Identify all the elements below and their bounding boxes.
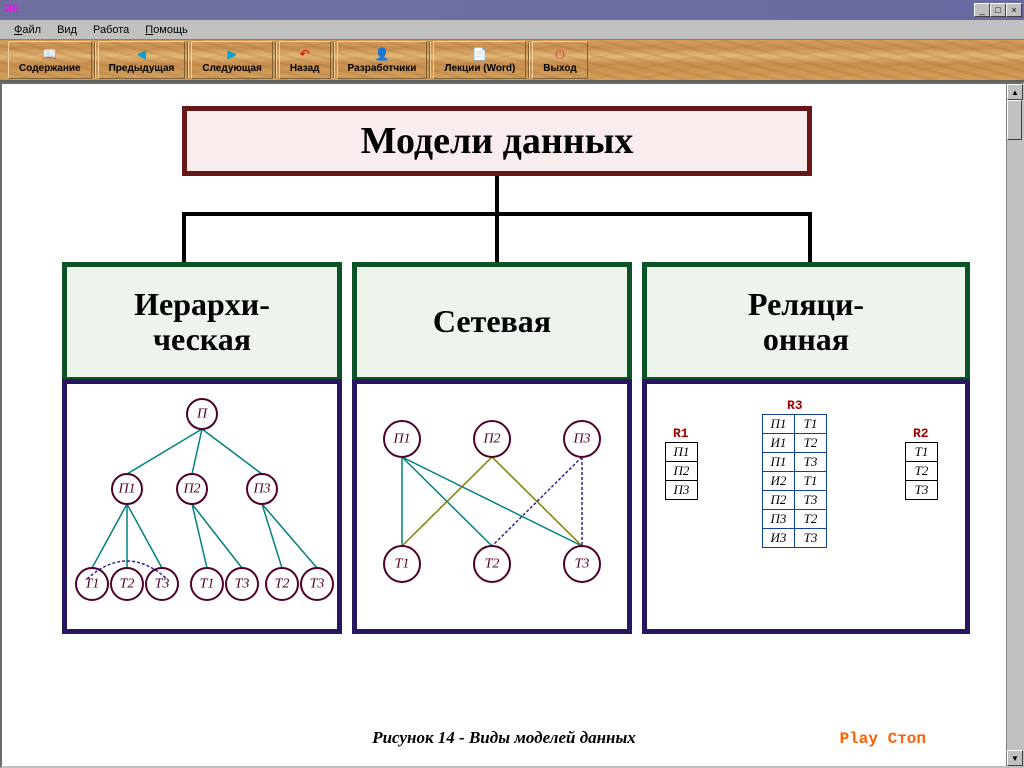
tb-separator: [528, 42, 530, 78]
relation-table: T1T2T3: [905, 442, 938, 500]
svg-text:T1: T1: [200, 577, 215, 592]
svg-text:T3: T3: [155, 577, 170, 592]
connector: [495, 176, 499, 216]
tb-back[interactable]: ↶Назад: [279, 41, 331, 79]
column-hierarchical: Иерархи-ческая П П1 П2 П3 T1 T2 T3 T1 T3 T2 T3: [62, 262, 342, 634]
tb-prev[interactable]: ◀Предыдущая: [98, 41, 186, 79]
vertical-scrollbar[interactable]: ▲ ▼: [1006, 84, 1022, 766]
connector: [182, 212, 186, 262]
column-header: Сетевая: [352, 262, 632, 382]
book-icon: 📖: [42, 46, 58, 62]
tb-separator: [94, 42, 96, 78]
tb-separator: [275, 42, 277, 78]
svg-text:П: П: [196, 407, 208, 422]
tb-contents[interactable]: 📖Содержание: [8, 41, 92, 79]
person-icon: 👤: [374, 46, 390, 62]
connector: [495, 212, 499, 262]
svg-text:T1: T1: [85, 577, 100, 592]
diagram-title: Модели данных: [182, 106, 812, 176]
table-label: R2: [913, 426, 929, 441]
scroll-down-button[interactable]: ▼: [1007, 750, 1023, 766]
window-controls: _ □ ×: [974, 3, 1022, 17]
toolbar: 📖Содержание ◀Предыдущая ▶Следующая ↶Наза…: [0, 40, 1024, 82]
network-diagram: П1 П2 П3 T1 T2 T3: [352, 379, 632, 634]
relation-table: П1T1И1T2П1T3И2T1П2T3П3T2И3T3: [762, 414, 827, 548]
doc-icon: 📄: [472, 46, 488, 62]
svg-text:T3: T3: [310, 577, 325, 592]
next-icon: ▶: [224, 46, 240, 62]
hierarchical-diagram: П П1 П2 П3 T1 T2 T3 T1 T3 T2 T3: [62, 379, 342, 634]
svg-text:П3: П3: [252, 482, 270, 497]
tb-separator: [429, 42, 431, 78]
stop-button[interactable]: Стоп: [888, 730, 926, 748]
scroll-up-button[interactable]: ▲: [1007, 84, 1023, 100]
relation-table: П1П2П3: [665, 442, 698, 500]
prev-icon: ◀: [133, 46, 149, 62]
svg-text:П2: П2: [182, 482, 200, 497]
maximize-button[interactable]: □: [990, 3, 1006, 17]
close-button[interactable]: ×: [1006, 3, 1022, 17]
connector: [808, 212, 812, 262]
svg-text:П1: П1: [117, 482, 135, 497]
svg-text:T2: T2: [485, 557, 500, 572]
column-network: Сетевая П1 П2 П3 T1 T2 T3: [352, 262, 632, 634]
column-relational: Реляци-онная R1П1П2П3 R3П1T1И1T2П1T3И2T1П…: [642, 262, 970, 634]
tb-separator: [333, 42, 335, 78]
play-button[interactable]: Play: [840, 730, 878, 748]
svg-text:П3: П3: [572, 432, 590, 447]
table-label: R3: [787, 398, 803, 413]
diagram-canvas: Модели данных Иерархи-ческая ПП1П2П3T1T2…: [2, 84, 1006, 766]
menu-help[interactable]: Помощь: [139, 22, 194, 38]
tb-exit[interactable]: ⏻Выход: [532, 41, 587, 79]
column-header: Иерархи-ческая: [62, 262, 342, 382]
play-stop-controls: Play Стоп: [840, 730, 926, 748]
tb-next[interactable]: ▶Следующая: [191, 41, 273, 79]
menu-file[interactable]: Файл: [8, 22, 47, 38]
back-icon: ↶: [297, 46, 313, 62]
exit-icon: ⏻: [552, 46, 568, 62]
scroll-thumb[interactable]: [1007, 100, 1022, 140]
svg-text:П2: П2: [482, 432, 500, 447]
svg-text:T3: T3: [575, 557, 590, 572]
menu-view[interactable]: Вид: [51, 22, 83, 38]
menu-work[interactable]: Работа: [87, 22, 135, 38]
svg-text:T2: T2: [275, 577, 290, 592]
tb-separator: [187, 42, 189, 78]
svg-text:T3: T3: [235, 577, 250, 592]
svg-text:T1: T1: [395, 557, 410, 572]
tb-devs[interactable]: 👤Разработчики: [337, 41, 428, 79]
svg-text:T2: T2: [120, 577, 135, 592]
minimize-button[interactable]: _: [974, 3, 990, 17]
content-area: ▲ ▼ Модели данных Иерархи-ческая ПП1П2П3…: [0, 82, 1024, 768]
app-icon: ЭE: [4, 3, 20, 17]
menubar: Файл Вид Работа Помощь: [0, 20, 1024, 40]
column-header: Реляци-онная: [642, 262, 970, 382]
relational-diagram: R1П1П2П3 R3П1T1И1T2П1T3И2T1П2T3П3T2И3T3 R2…: [642, 379, 970, 634]
table-label: R1: [673, 426, 689, 441]
svg-text:П1: П1: [392, 432, 410, 447]
window-titlebar: ЭE _ □ ×: [0, 0, 1024, 20]
tb-lectures[interactable]: 📄Лекции (Word): [433, 41, 526, 79]
